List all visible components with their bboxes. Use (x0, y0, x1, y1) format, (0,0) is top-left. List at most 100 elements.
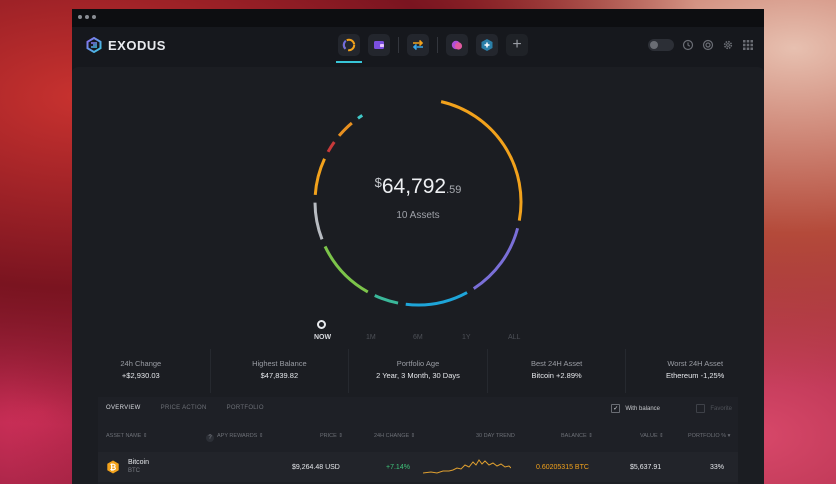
favorite-checkbox[interactable] (696, 404, 706, 413)
tab-overview[interactable]: OVERVIEW (106, 405, 141, 411)
main-nav: + (336, 34, 528, 63)
ring-segment[interactable] (326, 141, 336, 153)
nav-separator (437, 37, 438, 53)
asset-name: Bitcoin (128, 459, 150, 466)
plus-icon: + (512, 36, 522, 53)
stat-label: 24h Change (120, 359, 162, 368)
portfolio-ring-chart (313, 100, 523, 307)
svg-text:₿: ₿ (110, 463, 117, 472)
ring-segment[interactable] (337, 121, 353, 137)
total-balance: $64,792.59 (310, 175, 526, 199)
app-name: EXODUS (108, 37, 166, 53)
balance-main: 64,792 (381, 175, 447, 198)
timeline-now[interactable]: NOW (314, 334, 332, 341)
balance-currency: $ (374, 175, 382, 190)
asset-balance: 0.60205315 BTC (536, 464, 589, 471)
header-price[interactable]: PRICE ⇕ (320, 433, 343, 439)
exchange-icon (412, 39, 424, 51)
with-balance-label: With balance (625, 405, 660, 412)
bitcoin-icon: ₿ (107, 460, 119, 474)
timeline-1m[interactable]: 1M (366, 334, 376, 341)
window-dot[interactable] (92, 15, 96, 19)
timeline-6m[interactable]: 6M (413, 334, 423, 341)
ring-segment[interactable] (405, 291, 468, 307)
timeline-all[interactable]: ALL (508, 334, 521, 341)
asset-24h-change: +7.14% (386, 464, 410, 471)
stat-best-asset: Best 24H Asset Bitcoin +2.89% (488, 349, 627, 393)
header-24h-change[interactable]: 24H CHANGE ⇕ (374, 433, 416, 439)
nav-add-button[interactable]: + (506, 34, 528, 56)
exodus-logo: EXODUS (86, 37, 166, 53)
top-right-controls (648, 39, 754, 51)
top-bar: EXODUS (72, 27, 764, 67)
apps-icon (451, 40, 463, 50)
header-apy-label: APY REWARDS ⇕ (217, 433, 264, 439)
privacy-toggle[interactable] (648, 39, 674, 51)
title-bar (72, 9, 764, 27)
ring-segment[interactable] (323, 245, 369, 294)
asset-table: OVERVIEW PRICE ACTION PORTFOLIO ✓ With b… (98, 397, 738, 484)
nav-add-app-button[interactable] (476, 34, 498, 56)
app-window: EXODUS (72, 9, 764, 484)
ring-segment[interactable] (374, 294, 399, 305)
stat-portfolio-age: Portfolio Age 2 Year, 3 Month, 30 Days (349, 349, 488, 393)
timeline-selector: NOW 1M 6M 1Y ALL (310, 320, 526, 350)
add-app-icon (481, 39, 493, 51)
gear-icon[interactable] (722, 39, 734, 51)
ring-segment[interactable] (440, 100, 523, 221)
asset-count: 10 Assets (396, 210, 440, 221)
asset-ticker: BTC (128, 468, 140, 474)
header-asset-name[interactable]: ASSET NAME ⇕ (106, 433, 148, 439)
window-dot[interactable] (85, 15, 89, 19)
stat-label: Worst 24H Asset (667, 359, 724, 368)
asset-price: $9,264.48 USD (292, 464, 340, 471)
stat-24h-change: 24h Change +$2,930.03 (72, 349, 211, 393)
history-icon[interactable] (682, 39, 694, 51)
tab-portfolio[interactable]: PORTFOLIO (226, 405, 264, 411)
window-controls[interactable] (78, 15, 96, 19)
stat-worst-asset: Worst 24H Asset Ethereum -1,25% (626, 349, 764, 393)
stat-label: Best 24H Asset (530, 359, 583, 368)
header-value[interactable]: VALUE ⇕ (640, 433, 664, 439)
header-balance[interactable]: BALANCE ⇕ (561, 433, 593, 439)
stat-label: Highest Balance (252, 359, 307, 368)
ring-segment[interactable] (472, 227, 520, 290)
stat-highest-balance: Highest Balance $47,839.82 (211, 349, 350, 393)
nav-separator (398, 37, 399, 53)
nav-wallet-button[interactable] (368, 34, 390, 56)
table-tabs: OVERVIEW PRICE ACTION PORTFOLIO (106, 405, 264, 411)
support-icon[interactable] (702, 39, 714, 51)
stat-value: Bitcoin +2.89% (531, 371, 582, 380)
window-dot[interactable] (78, 15, 82, 19)
header-apy[interactable]: ? APY REWARDS ⇕ (206, 433, 263, 442)
stat-value: Ethereum -1,25% (665, 371, 725, 380)
balance-cents: .59 (446, 184, 462, 196)
table-header: ASSET NAME ⇕ ? APY REWARDS ⇕ PRICE ⇕ 24H … (98, 433, 738, 445)
nav-apps-button[interactable] (446, 34, 468, 56)
ring-segment[interactable] (313, 158, 326, 196)
asset-value: $5,637.91 (630, 464, 662, 471)
tab-price-action[interactable]: PRICE ACTION (160, 405, 207, 411)
portfolio-icon (342, 38, 356, 52)
exodus-logo-icon (86, 37, 102, 53)
grid-icon[interactable] (742, 39, 754, 51)
stat-label: Portfolio Age (396, 359, 440, 368)
table-row[interactable]: ₿ Bitcoin BTC $9,264.48 USD +7.14% 0.602… (98, 452, 738, 482)
timeline-marker[interactable] (317, 320, 326, 329)
wallet-icon (374, 41, 384, 49)
with-balance-checkbox[interactable]: ✓ (611, 404, 621, 413)
portfolio-stats: 24h Change +$2,930.03 Highest Balance $4… (72, 349, 764, 393)
portfolio-panel: $64,792.59 10 Assets NOW 1M 6M 1Y ALL 24… (72, 67, 764, 484)
asset-portfolio-percent: 33% (710, 464, 725, 471)
favorite-filter[interactable]: Favorite (696, 404, 732, 413)
nav-exchange-button[interactable] (407, 34, 429, 56)
with-balance-filter[interactable]: ✓ With balance (611, 404, 660, 413)
header-portfolio-percent[interactable]: PORTFOLIO % ▾ (688, 433, 731, 439)
nav-portfolio-button[interactable] (336, 34, 362, 63)
ring-segment[interactable] (357, 114, 364, 120)
help-icon[interactable]: ? (206, 434, 214, 442)
stat-value: +$2,930.03 (121, 371, 160, 380)
ring-segment[interactable] (313, 202, 324, 240)
favorite-label: Favorite (710, 405, 732, 412)
timeline-1y[interactable]: 1Y (462, 334, 471, 341)
